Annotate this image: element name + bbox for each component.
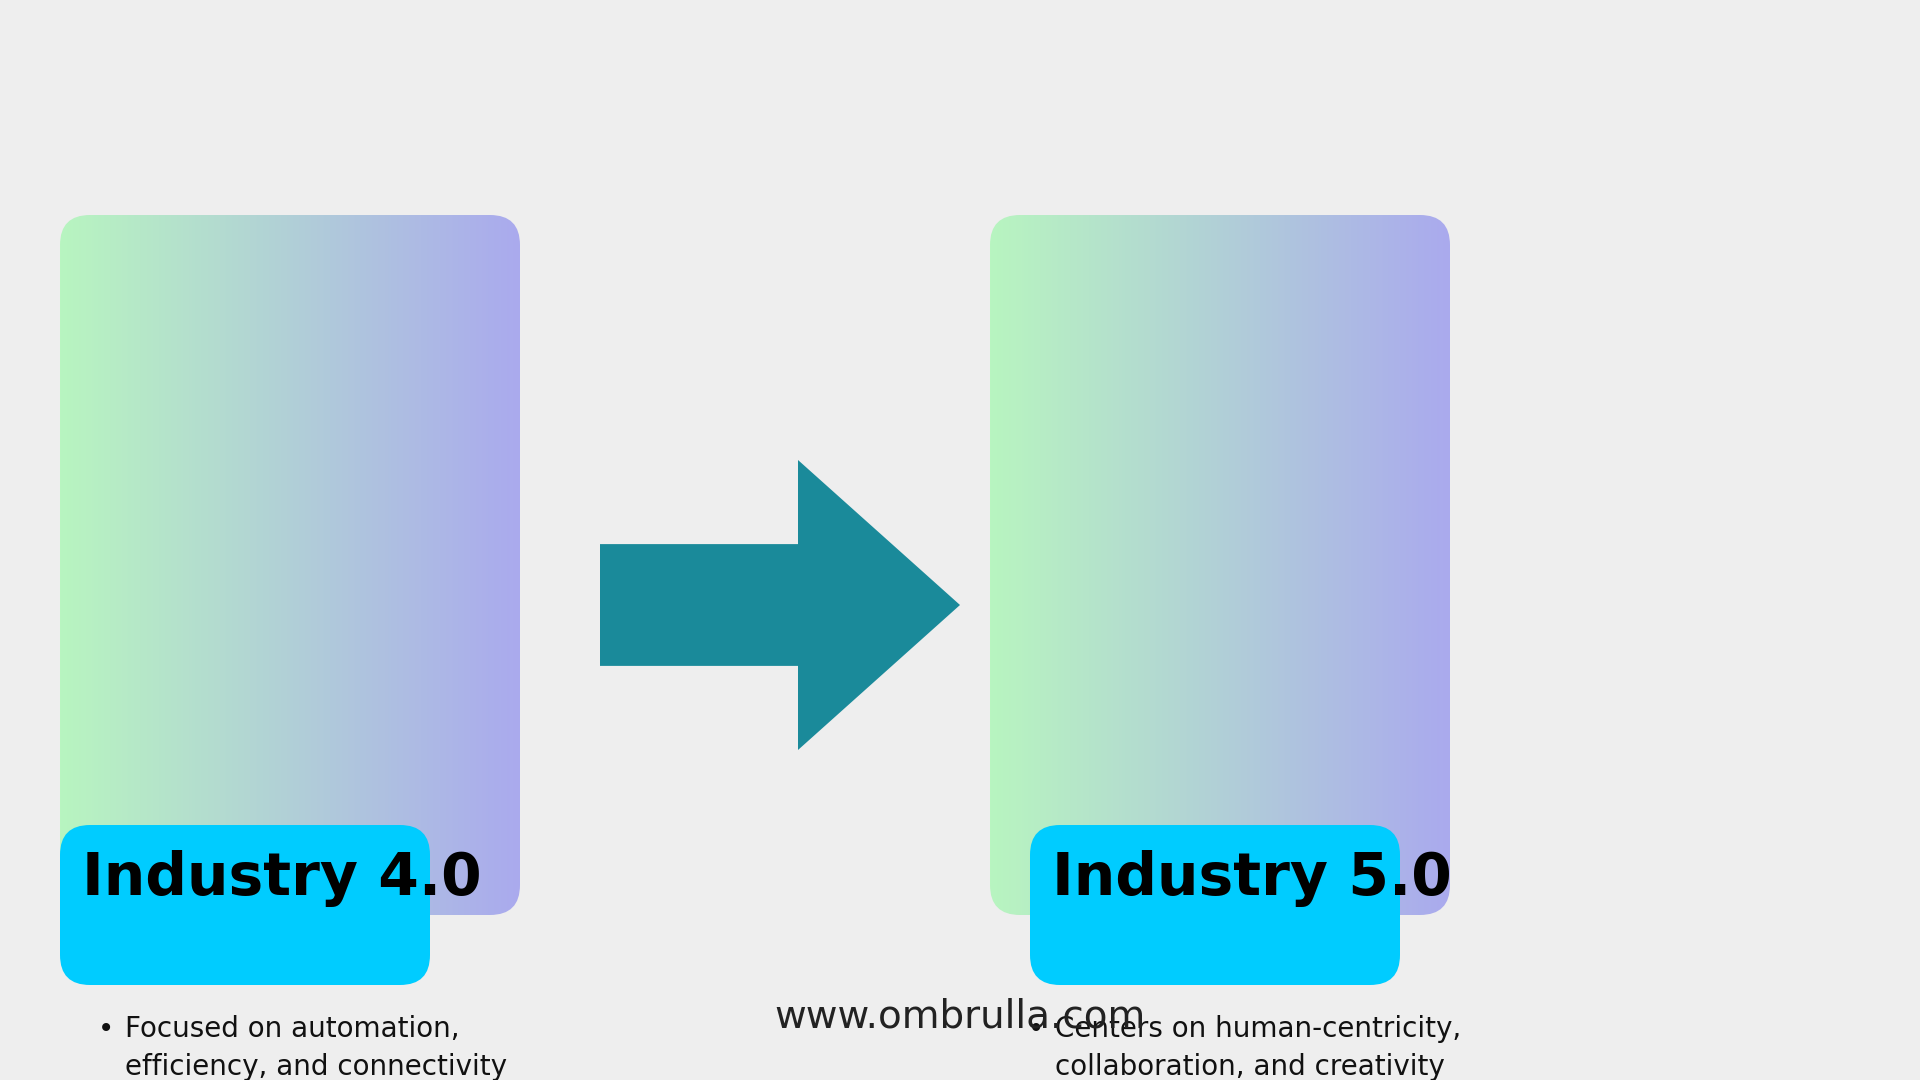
FancyBboxPatch shape (1029, 825, 1400, 985)
FancyBboxPatch shape (991, 215, 1450, 915)
FancyBboxPatch shape (60, 215, 520, 915)
FancyBboxPatch shape (60, 825, 430, 985)
Text: •: • (98, 1015, 115, 1043)
Text: Industry 4.0: Industry 4.0 (83, 850, 482, 907)
Text: www.ombrulla.com: www.ombrulla.com (774, 997, 1146, 1035)
Text: •: • (1027, 1015, 1044, 1043)
Text: Focused on automation,
efficiency, and connectivity: Focused on automation, efficiency, and c… (125, 1015, 507, 1080)
Polygon shape (599, 460, 960, 750)
Text: Centers on human-centricity,
collaboration, and creativity: Centers on human-centricity, collaborati… (1054, 1015, 1461, 1080)
Text: Industry 5.0: Industry 5.0 (1052, 850, 1452, 907)
